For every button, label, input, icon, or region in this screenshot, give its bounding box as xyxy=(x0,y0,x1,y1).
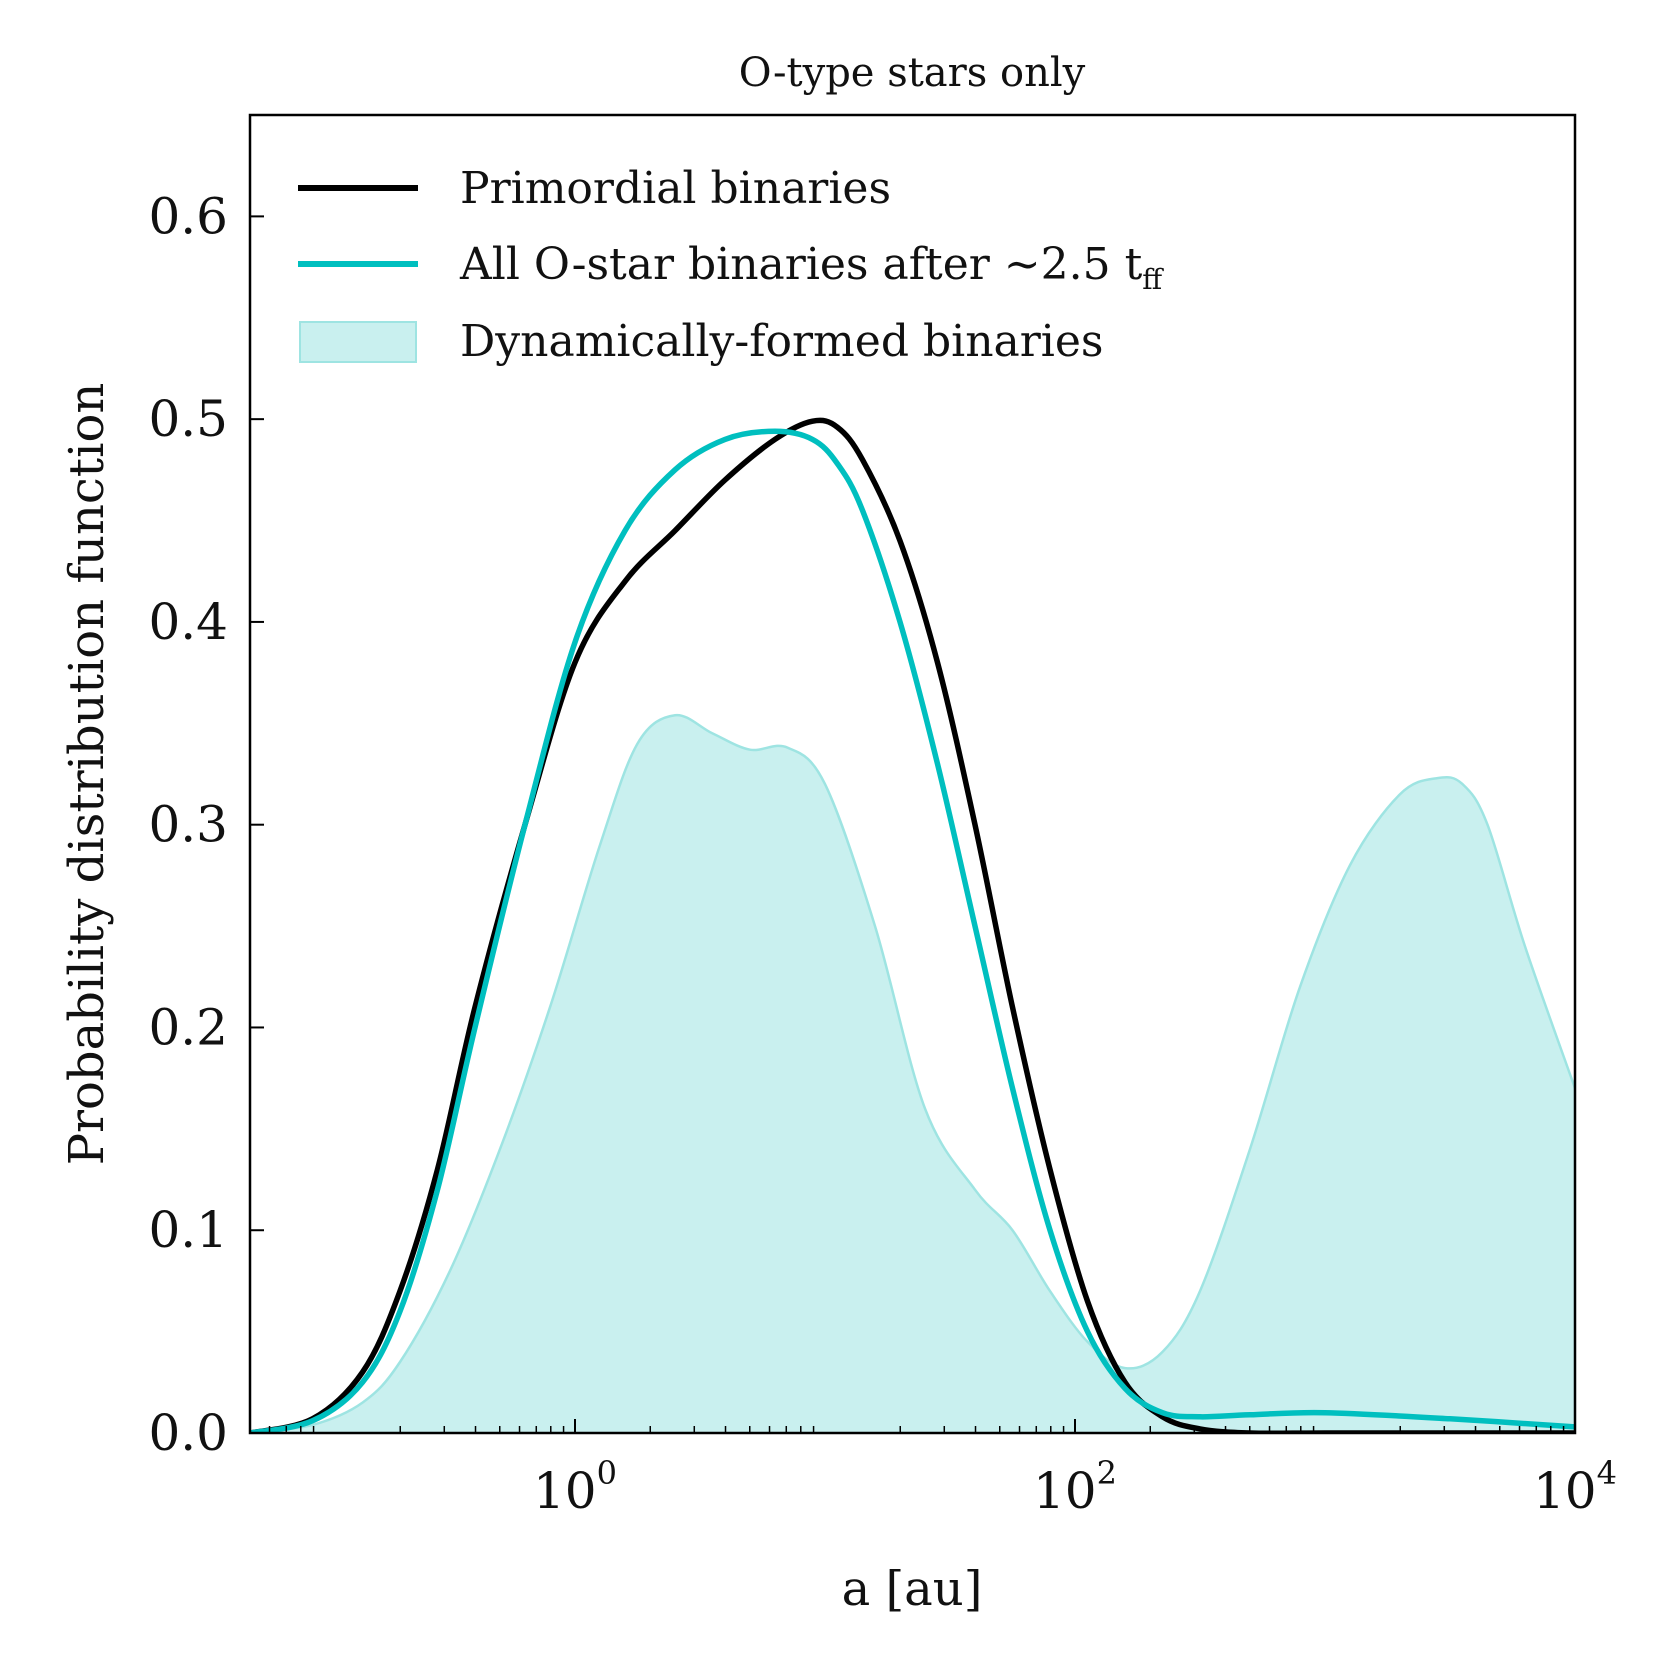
y-axis-ticks: 0.0 0.1 0.2 0.3 0.4 0.5 0.6 xyxy=(148,187,264,1462)
y-tick-label: 0.1 xyxy=(148,1201,228,1259)
x-axis-title: a [au] xyxy=(842,1561,983,1617)
x-tick-label-base: 10 xyxy=(1533,1462,1597,1520)
legend-label-dynamical: Dynamically-formed binaries xyxy=(460,316,1104,367)
x-tick-label-base: 10 xyxy=(533,1462,597,1520)
series-area-dynamically-formed-fill xyxy=(250,715,1575,1433)
plot-area xyxy=(250,417,1575,1433)
legend-label-all-o-star-subscript: ff xyxy=(1142,263,1164,296)
y-tick-label: 0.2 xyxy=(148,998,228,1056)
x-tick-label-exponent: 4 xyxy=(1597,1454,1617,1492)
y-tick-label: 0.0 xyxy=(148,1404,228,1462)
x-tick-label-exponent: 2 xyxy=(1097,1454,1117,1492)
x-tick-label-exponent: 0 xyxy=(597,1454,617,1492)
legend-label-all-o-star: All O-star binaries after ∼2.5 tff xyxy=(459,239,1164,296)
series-area-dynamically-formed-edge xyxy=(250,713,1575,1433)
legend-label-primordial: Primordial binaries xyxy=(460,163,891,214)
y-tick-label: 0.3 xyxy=(148,796,228,854)
legend-label-all-o-star-main: All O-star binaries after ∼2.5 t xyxy=(459,239,1143,290)
y-tick-label: 0.5 xyxy=(148,390,228,448)
x-tick-label-base: 10 xyxy=(1033,1462,1097,1520)
y-tick-label: 0.4 xyxy=(148,593,228,651)
x-tick-label: 100 xyxy=(533,1454,617,1520)
y-tick-label: 0.6 xyxy=(148,187,228,245)
series-line-all-o-star xyxy=(250,428,1575,1433)
plot-data-layer xyxy=(250,417,1575,1433)
x-tick-label: 104 xyxy=(1533,1454,1617,1520)
chart-title: O-type stars only xyxy=(739,50,1086,96)
x-tick-label: 102 xyxy=(1033,1454,1117,1520)
plot-frame xyxy=(248,113,1577,1435)
legend-swatch-dynamical xyxy=(299,321,417,363)
y-axis-title: Probability distribution function xyxy=(59,383,115,1166)
x-axis-ticks: 100 102 104 xyxy=(268,1419,1617,1520)
legend: Primordial binaries All O-star binaries … xyxy=(298,163,1164,367)
series-line-primordial xyxy=(250,417,1575,1433)
